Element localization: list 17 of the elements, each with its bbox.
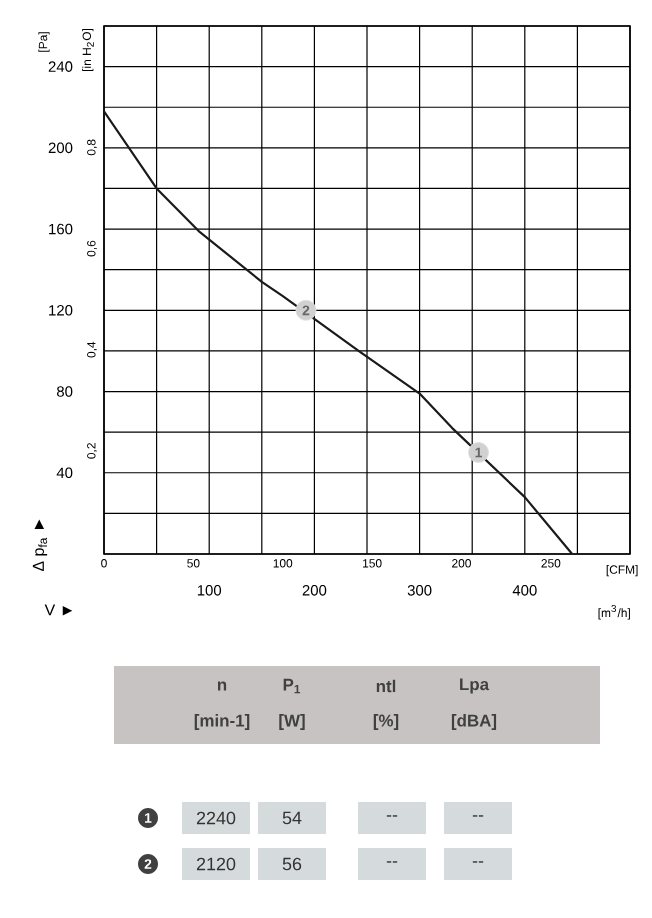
text: 2120	[196, 857, 236, 871]
text: ntl	[376, 679, 396, 693]
text: --	[472, 861, 484, 863]
text: 56	[282, 857, 302, 871]
text: [%]	[373, 714, 399, 730]
text: 2240	[196, 811, 236, 825]
text: n	[217, 681, 227, 691]
text: P$_{1}$	[283, 678, 301, 694]
text: 54	[282, 811, 302, 825]
text: Lpa	[460, 678, 490, 694]
text: --	[472, 815, 484, 817]
line-series	[104, 110, 574, 554]
text: --	[386, 815, 398, 817]
text: [dBA]	[451, 714, 497, 730]
text: [min-1]	[194, 714, 250, 730]
text: [W]	[279, 714, 305, 730]
text: --	[386, 861, 398, 863]
